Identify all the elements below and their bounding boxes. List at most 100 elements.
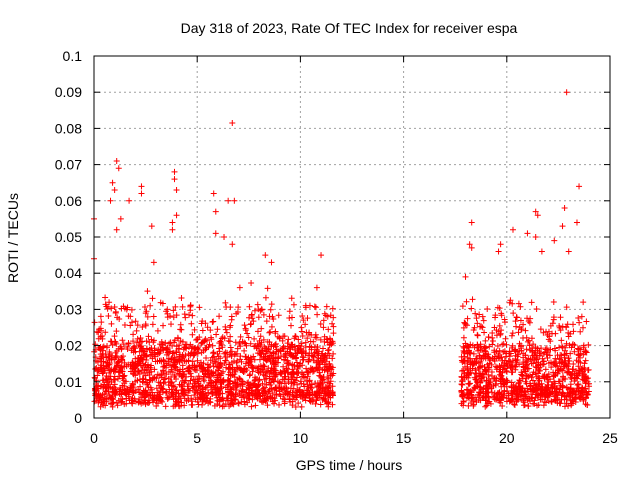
data-point	[118, 391, 125, 398]
data-point	[478, 347, 485, 354]
data-point	[258, 325, 265, 332]
data-point	[198, 349, 205, 356]
data-point	[299, 332, 306, 339]
data-point	[499, 375, 506, 382]
data-point	[107, 376, 114, 383]
data-point	[496, 354, 503, 361]
data-point	[308, 366, 315, 373]
data-point	[464, 363, 471, 370]
data-point	[517, 343, 524, 350]
data-point	[264, 356, 271, 363]
data-point	[544, 376, 551, 383]
data-point	[189, 331, 196, 338]
data-point	[545, 360, 552, 367]
data-point	[257, 307, 264, 314]
data-point	[176, 371, 183, 378]
data-point	[493, 348, 500, 355]
data-point	[221, 350, 228, 357]
data-point	[516, 377, 523, 384]
data-point	[528, 299, 535, 306]
data-point	[548, 398, 555, 405]
data-point	[529, 377, 536, 384]
data-point	[281, 357, 288, 364]
data-point	[573, 219, 580, 226]
data-point	[306, 389, 313, 396]
data-point	[507, 397, 514, 404]
data-point	[520, 364, 527, 371]
data-point	[325, 346, 332, 353]
data-point	[493, 377, 500, 384]
data-point	[281, 333, 288, 340]
data-point	[141, 392, 148, 399]
data-point	[463, 298, 470, 305]
data-point	[571, 378, 578, 385]
data-point	[251, 335, 258, 342]
data-point	[128, 306, 135, 313]
data-point	[144, 313, 151, 320]
data-point	[470, 350, 477, 357]
data-point	[113, 328, 120, 335]
data-point	[282, 373, 289, 380]
data-point	[168, 366, 175, 373]
data-point	[178, 326, 185, 333]
data-point	[110, 388, 117, 395]
data-point	[324, 350, 331, 357]
data-point	[173, 343, 180, 350]
data-point	[256, 356, 263, 363]
data-point	[102, 294, 109, 301]
data-point	[278, 385, 285, 392]
data-point	[521, 401, 528, 408]
data-point	[97, 346, 104, 353]
data-point	[558, 337, 565, 344]
data-point	[297, 348, 304, 355]
data-point	[497, 330, 504, 337]
data-point	[527, 315, 534, 322]
data-point	[217, 372, 224, 379]
data-point	[238, 367, 245, 374]
data-point	[225, 197, 232, 204]
data-point	[264, 285, 271, 292]
data-point	[254, 328, 261, 335]
chart-title: Day 318 of 2023, Rate Of TEC Index for r…	[181, 20, 518, 36]
data-point	[552, 330, 559, 337]
data-point	[101, 390, 108, 397]
data-point	[320, 395, 327, 402]
data-point	[514, 348, 521, 355]
data-point	[523, 346, 530, 353]
data-point	[327, 312, 334, 319]
data-point	[140, 391, 147, 398]
data-point	[157, 299, 164, 306]
data-point	[196, 304, 203, 311]
data-point	[267, 367, 274, 374]
data-point	[133, 327, 140, 334]
data-point	[490, 394, 497, 401]
data-point	[127, 368, 134, 375]
data-point	[530, 387, 537, 394]
data-point	[177, 337, 184, 344]
data-point	[469, 342, 476, 349]
data-point	[225, 389, 232, 396]
data-point	[260, 399, 267, 406]
data-point	[258, 306, 265, 313]
data-point	[285, 362, 292, 369]
data-point	[579, 324, 586, 331]
data-point	[551, 385, 558, 392]
data-point	[207, 395, 214, 402]
data-point	[268, 343, 275, 350]
data-point	[147, 302, 154, 309]
data-point	[479, 324, 486, 331]
data-point	[91, 319, 98, 326]
data-point	[306, 392, 313, 399]
data-point	[257, 392, 264, 399]
data-point	[248, 364, 255, 371]
data-point	[265, 388, 272, 395]
data-point	[305, 369, 312, 376]
data-point	[582, 401, 589, 408]
data-point	[499, 376, 506, 383]
data-point	[212, 208, 219, 215]
data-point	[471, 360, 478, 367]
data-point	[225, 371, 232, 378]
data-point	[458, 374, 465, 381]
data-point	[460, 347, 467, 354]
data-point	[493, 391, 500, 398]
